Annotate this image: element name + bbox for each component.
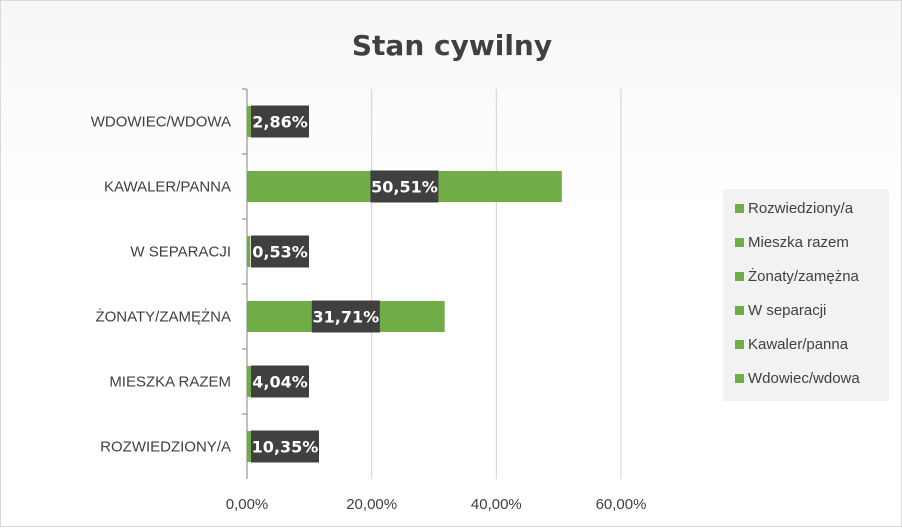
legend-box [723,189,889,401]
data-label-box [251,105,309,138]
category-label: ROZWIEDZIONY/A [100,439,231,456]
legend-swatch [735,272,744,281]
data-label: 10,35% [251,430,319,463]
x-tick-label: 60,00% [596,496,647,513]
legend-entry: Kawaler/panna [748,336,849,353]
data-label-text: 31,71% [313,308,380,327]
legend-entry: W separacji [748,302,826,319]
legend-entry: Rozwiedziony/a [748,200,854,217]
legend-swatch [735,204,744,213]
legend-swatch [735,340,744,349]
data-label-box [370,170,439,203]
data-label: 4,04% [251,365,309,398]
legend-entry: Wdowiec/wdowa [748,370,860,387]
data-label: 0,53% [251,235,309,268]
data-label: 31,71% [311,300,380,333]
legend-swatch [735,238,744,247]
category-label: WDOWIEC/WDOWA [91,114,231,131]
data-label-box [251,235,309,268]
category-label: W SEPARACJI [130,244,231,261]
data-label-text: 50,51% [371,178,438,197]
x-tick-label: 40,00% [471,496,522,513]
data-label-box [311,300,380,333]
legend-swatch [735,374,744,383]
category-label: KAWALER/PANNA [104,179,231,196]
data-label-box [251,430,319,463]
x-tick-label: 20,00% [346,496,397,513]
category-label: MIESZKA RAZEM [109,374,231,391]
data-label-text: 4,04% [252,373,308,392]
bar [247,236,251,267]
chart-title: Stan cywilny [352,29,552,62]
data-label-box [251,365,309,398]
data-label: 2,86% [251,105,309,138]
legend-entry: Mieszka razem [748,234,849,251]
data-label: 50,51% [370,170,439,203]
data-label-text: 10,35% [252,438,319,457]
category-label: ŻONATY/ZAMĘŻNA [95,308,231,326]
data-label-text: 0,53% [252,243,308,262]
x-tick-label: 0,00% [226,496,269,513]
legend-entry: Żonaty/zamężna [748,267,860,285]
legend-swatch [735,306,744,315]
data-label-text: 2,86% [252,113,308,132]
